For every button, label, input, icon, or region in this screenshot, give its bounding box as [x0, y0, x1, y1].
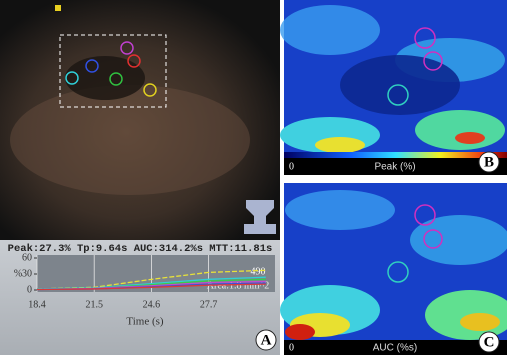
color-bar — [284, 152, 507, 158]
map-region — [415, 110, 505, 150]
map-region — [455, 132, 485, 144]
panel-label: B — [484, 154, 494, 170]
map-region — [460, 313, 500, 331]
annotation: 490 — [251, 266, 266, 277]
x-tick-label: 21.5 — [85, 299, 103, 310]
scale-min: 0 — [289, 342, 294, 353]
panel-b: 0 Peak (%) B — [280, 0, 507, 175]
y-tick-label: 60 — [22, 252, 32, 263]
map-region — [285, 324, 315, 340]
x-tick-label: 18.4 — [28, 299, 46, 310]
x-tick-label: 24.6 — [143, 299, 161, 310]
scale-title: AUC (%s) — [373, 343, 417, 354]
scale-title: Peak (%) — [374, 162, 415, 173]
lesion — [65, 56, 145, 100]
y-tick-label: 30 — [22, 268, 32, 279]
y-label: % — [14, 268, 22, 279]
panel-label: C — [484, 334, 495, 350]
map-region — [285, 190, 395, 230]
panel-label: A — [261, 332, 272, 348]
x-label: Time (s) — [126, 316, 164, 328]
y-tick-label: 0 — [27, 284, 32, 295]
marker — [55, 5, 61, 11]
tissue — [10, 85, 250, 195]
map-region — [315, 137, 365, 153]
panel-a: Peak:27.3% Tp:9.64s AUC:314.2%s MTT:11.8… — [0, 0, 280, 355]
map-region — [280, 5, 380, 55]
stats: Peak:27.3% Tp:9.64s AUC:314.2%s MTT:11.8… — [8, 243, 273, 255]
scale-min: 0 — [289, 161, 294, 172]
x-tick-label: 27.7 — [200, 299, 218, 310]
figure: Peak:27.3% Tp:9.64s AUC:314.2%s MTT:11.8… — [0, 0, 507, 355]
panel-c: 0 AUC (%s) C — [280, 183, 507, 355]
